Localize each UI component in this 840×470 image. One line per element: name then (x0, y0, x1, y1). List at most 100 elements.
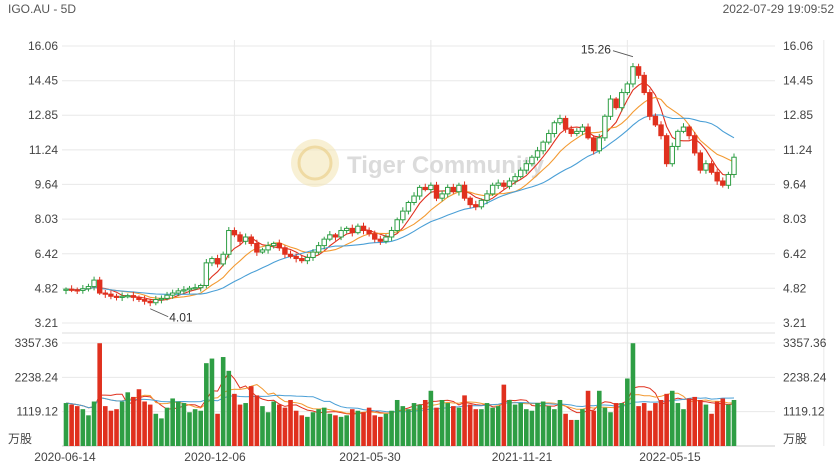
candle-up (574, 130, 580, 135)
candle-up (607, 98, 614, 117)
volume-bar-up (630, 343, 636, 446)
candle-up (388, 230, 395, 238)
candle-down (96, 279, 103, 294)
volume-unit-right: 万股 (783, 432, 807, 446)
timestamp: 2022-07-29 19:09:52 (722, 2, 834, 16)
volume-bar-down (372, 415, 378, 446)
volume-bar-up (86, 415, 91, 446)
volume-bar-down (714, 401, 720, 446)
candle-down (585, 126, 591, 139)
volume-bar-down (215, 413, 220, 446)
volume-bar-down (361, 412, 366, 446)
candle-up (186, 287, 193, 291)
candle-up (489, 184, 496, 195)
volume-tick-left: 2238.24 (15, 370, 59, 384)
volume-bar-up (495, 406, 501, 446)
candle-up (405, 201, 412, 212)
volume-bar-down (102, 406, 108, 446)
volume-bar-up (119, 401, 125, 446)
candle-up (619, 92, 625, 109)
volume-bar-down (664, 393, 669, 446)
candle-down (108, 293, 114, 297)
candle-down (422, 186, 428, 191)
candle-down (697, 152, 704, 171)
candle-down (231, 230, 238, 236)
candle-up (63, 288, 69, 291)
volume-bar-down (451, 406, 456, 446)
candle-up (725, 173, 732, 186)
volume-bar-down (686, 398, 692, 446)
candle-down (113, 295, 120, 298)
candle-down (652, 115, 659, 126)
candle-up (153, 299, 159, 304)
candle-up (310, 251, 316, 258)
volume-bar-up (518, 403, 523, 446)
price-tick-left: 4.82 (35, 281, 59, 295)
price-tick-right: 12.85 (783, 108, 813, 122)
candle-up (416, 186, 423, 197)
volume-bar-up (400, 406, 406, 446)
candle-down (461, 184, 468, 199)
volume-bar-up (524, 409, 529, 446)
candle-up (630, 66, 636, 85)
candle-up (125, 295, 131, 298)
volume-bar-up (243, 403, 248, 446)
volume-bar-up (428, 390, 434, 446)
candle-up (158, 297, 165, 301)
volume-bar-up (512, 404, 518, 446)
high-leader-line (612, 50, 634, 58)
candle-down (130, 295, 137, 298)
volume-bar-down (568, 419, 574, 446)
candle-down (473, 204, 479, 208)
candle-up (596, 137, 602, 152)
candle-up (338, 230, 344, 238)
price-tick-left: 14.45 (28, 74, 58, 88)
volume-bar-up (445, 403, 451, 446)
candle-up (192, 287, 198, 290)
volume-bar-up (316, 409, 321, 446)
volume-bar-down (366, 407, 372, 446)
candle-up (529, 156, 535, 165)
moving-average-lines (65, 81, 735, 301)
candle-up (703, 163, 709, 171)
price-tick-left: 3.21 (35, 316, 59, 330)
candle-down (641, 74, 647, 94)
candle-up (220, 253, 226, 265)
candle-down (590, 137, 597, 152)
candle-up (512, 176, 518, 182)
candle-up (265, 245, 271, 251)
volume-bar-up (175, 401, 181, 446)
volume-bar-down (647, 410, 653, 446)
volume-tick-left: 1119.12 (16, 405, 58, 419)
volume-bar-down (585, 390, 591, 446)
volume-bar-down (698, 399, 703, 446)
price-tick-left: 8.03 (35, 212, 59, 226)
volume-bar-down (658, 399, 664, 446)
candle-up (411, 195, 417, 203)
candle-up (675, 130, 681, 147)
volume-tick-right: 2238.24 (783, 370, 827, 384)
volume-bar-up (310, 412, 316, 446)
volume-bar-down (299, 415, 305, 446)
candle-down (360, 225, 367, 232)
candle-up (445, 186, 451, 195)
volume-bar-up (552, 409, 557, 446)
volume-bar-up (389, 410, 394, 446)
price-tick-right: 4.82 (783, 281, 807, 295)
volume-bar-down (422, 399, 428, 446)
volume-bar-down (641, 403, 647, 446)
candle-down (74, 289, 80, 292)
candles (63, 63, 737, 307)
candle-up (624, 83, 631, 94)
volume-bar-up (625, 378, 630, 446)
volume-bar-down (288, 399, 293, 446)
volume-bar-up (344, 415, 349, 446)
volume-bar-up (80, 409, 86, 446)
candle-up (484, 193, 490, 201)
candle-down (141, 299, 148, 302)
candle-down (568, 128, 574, 135)
volume-bar-down (692, 396, 698, 446)
grid-lines (62, 40, 825, 447)
candle-up (315, 245, 322, 253)
